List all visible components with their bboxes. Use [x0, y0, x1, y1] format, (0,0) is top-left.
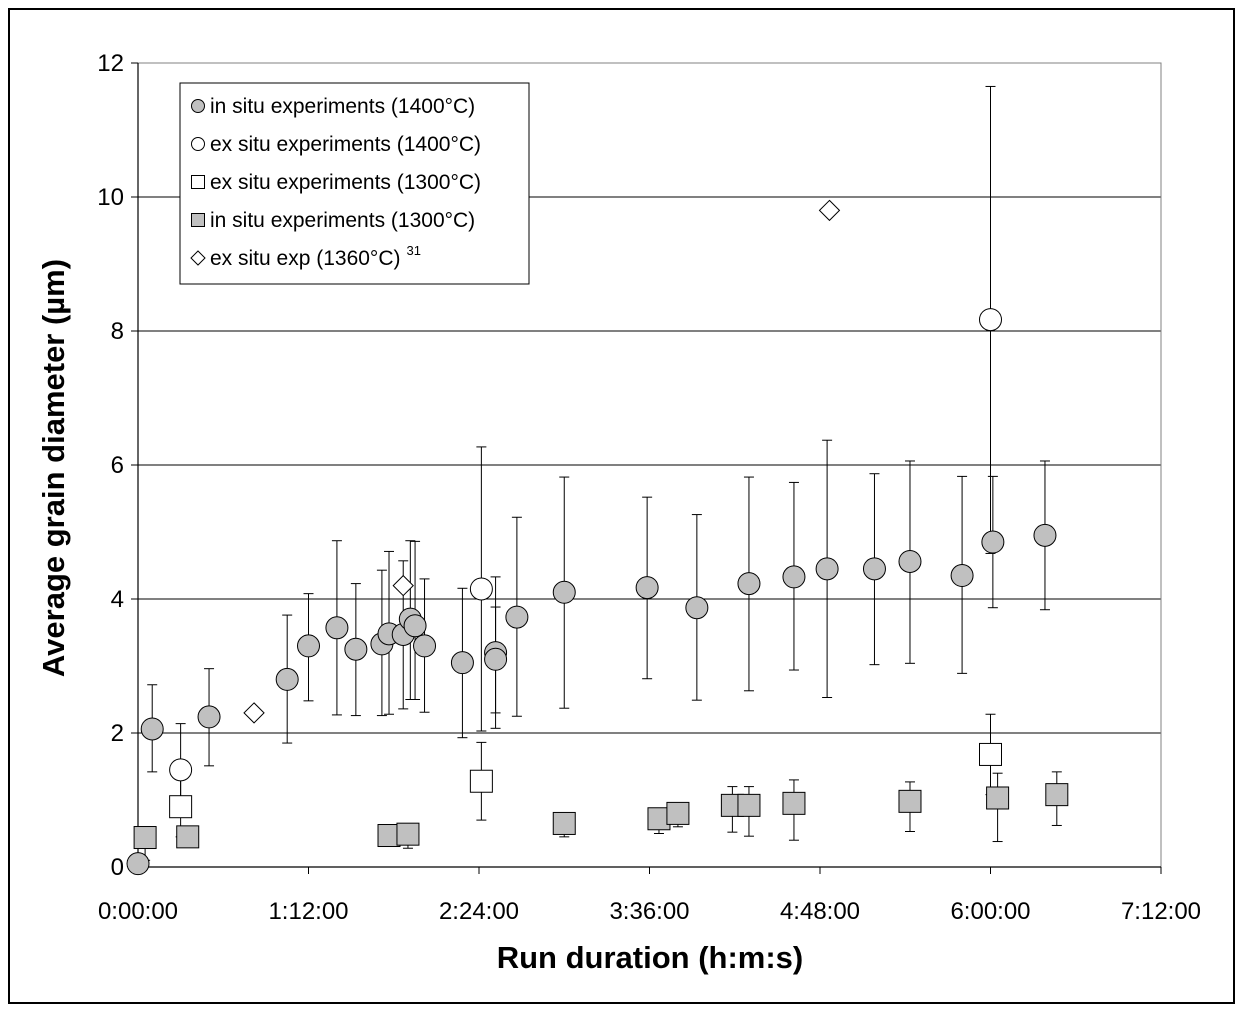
data-markers: [126, 199, 1069, 876]
x-tick-label: 0:00:00: [98, 898, 178, 925]
circle-data-point: [169, 758, 193, 782]
circle-data-point: [1033, 523, 1057, 547]
circle-data-point: [469, 577, 493, 601]
circle-data-point: [275, 667, 299, 691]
square-data-point: [979, 742, 1002, 766]
circle-data-point: [484, 647, 508, 671]
figure-frame: [8, 8, 1235, 1004]
circle-data-point: [325, 616, 349, 640]
legend-box: [179, 82, 530, 285]
legend-entry-label: ex situ experiments (1400°C): [210, 133, 481, 156]
circle-data-point: [815, 557, 839, 581]
legend-entry-label: in situ experiments (1300°C): [210, 209, 475, 232]
square-data-point: [133, 826, 157, 850]
square-data-point: [169, 795, 193, 819]
legend-entry-label: in situ experiments (1400°C): [210, 95, 475, 118]
circle-data-point: [862, 557, 886, 581]
x-tick-label: 6:00:00: [950, 898, 1030, 925]
legend-square-icon: [191, 175, 205, 189]
circle-data-point: [898, 549, 922, 573]
y-tick-label: 2: [111, 720, 124, 747]
legend-entry-label: ex situ exp (1360°C): [210, 247, 401, 270]
square-data-point: [176, 825, 200, 849]
square-data-point: [898, 789, 922, 813]
square-data-point: [1045, 783, 1069, 807]
x-axis-title: Run duration (h:m:s): [497, 940, 804, 975]
y-tick-label: 4: [111, 586, 124, 613]
tick-labels: 0 2 4 6 8 10 12 0:00:00 1:12:00 2:24:00 3:36:00 4:4…: [97, 50, 1201, 925]
y-axis-title: Average grain diameter (µm): [36, 259, 71, 677]
legend-square-icon: [191, 213, 205, 227]
y-tick-label: 10: [97, 184, 124, 211]
circle-data-point: [403, 614, 427, 638]
legend-circle-icon: [191, 99, 205, 113]
y-tick-label: 6: [111, 452, 124, 479]
square-data-point: [396, 822, 420, 846]
x-tick-label: 7:12:00: [1121, 898, 1201, 925]
diamond-data-point: [243, 702, 265, 724]
y-tick-label: 12: [97, 50, 124, 77]
square-data-point: [469, 769, 493, 793]
square-data-point: [666, 801, 690, 825]
legend-entry-label: ex situ experiments (1300°C): [210, 171, 481, 194]
circle-data-point: [197, 705, 221, 729]
circle-data-point: [950, 564, 974, 588]
circle-data-point: [413, 634, 437, 658]
square-data-point: [986, 786, 1010, 810]
circle-data-point: [737, 572, 761, 596]
legend-diamond-icon: [190, 250, 206, 266]
x-tick-label: 4:48:00: [780, 898, 860, 925]
legend: in situ experiments (1400°C) ex situ expe…: [179, 82, 530, 285]
circle-data-point: [140, 717, 164, 741]
square-data-point: [552, 811, 576, 835]
diamond-data-point: [818, 199, 841, 222]
x-tick-label: 1:12:00: [268, 898, 348, 925]
circle-data-point: [979, 308, 1002, 332]
circle-data-point: [344, 637, 368, 661]
circle-data-point: [635, 576, 659, 600]
circle-data-point: [782, 565, 806, 589]
diamond-data-point: [392, 574, 414, 597]
circle-data-point: [297, 634, 320, 658]
y-tick-label: 8: [111, 318, 124, 345]
square-data-point: [737, 793, 761, 817]
square-data-point: [782, 791, 806, 815]
circle-data-point: [552, 580, 576, 604]
y-tick-label: 0: [111, 854, 124, 881]
legend-circle-icon: [191, 137, 205, 151]
circle-data-point: [981, 530, 1005, 554]
circle-data-point: [450, 651, 474, 675]
circle-data-point: [126, 852, 150, 876]
x-tick-label: 3:36:00: [609, 898, 689, 925]
circle-data-point: [685, 596, 709, 620]
legend-superscript: 31: [407, 243, 421, 258]
x-tick-label: 2:24:00: [439, 898, 519, 925]
axes: [131, 62, 1162, 874]
circle-data-point: [505, 605, 529, 629]
